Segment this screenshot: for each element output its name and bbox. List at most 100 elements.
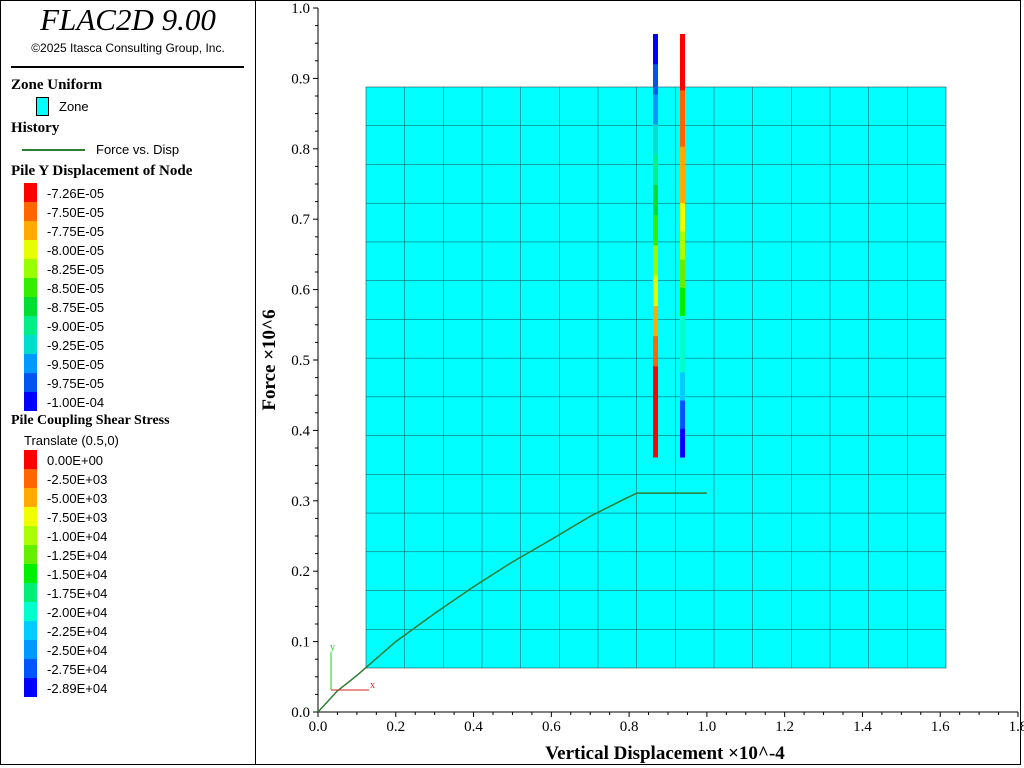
pile-segment: [653, 396, 658, 428]
colorscale-swatch: [24, 621, 37, 640]
x-tick-label: 1.6: [931, 719, 950, 735]
pile-segment: [653, 305, 658, 337]
pile-segment: [680, 400, 685, 430]
pile-segment: [653, 275, 658, 307]
colorscale-label: -7.50E+03: [47, 510, 108, 525]
pile-segment: [653, 245, 658, 277]
pile-segment: [653, 336, 658, 367]
y-axis-label: Force ×10^6: [259, 309, 280, 410]
colorscale-label: -9.00E-05: [47, 319, 105, 334]
pile-segment: [653, 426, 658, 458]
colorscale-swatch: [24, 564, 37, 583]
pile-segment: [653, 34, 658, 65]
x-tick-label: 0.2: [386, 719, 405, 735]
axis-triad: y x: [330, 642, 375, 691]
colorscale-label: -8.00E-05: [47, 243, 105, 258]
pile-segment: [680, 90, 685, 120]
colorscale-swatch: [24, 602, 37, 621]
colorscale-label: -2.25E+04: [47, 624, 108, 639]
y-tick-label: 1.0: [291, 1, 310, 17]
y-tick-label: 0.9: [291, 71, 310, 87]
pile-segment: [680, 344, 685, 373]
pile-segment: [653, 215, 658, 246]
copyright: ©2025 Itasca Consulting Group, Inc.: [31, 41, 225, 55]
colorscale-label: -7.26E-05: [47, 186, 105, 201]
history-item-label: Force vs. Disp: [96, 142, 180, 157]
colorscale-swatch: [24, 545, 37, 564]
app-title: FLAC2D 9.00: [40, 2, 216, 37]
history-series: [317, 492, 707, 713]
colorscale-label: -2.89E+04: [47, 681, 108, 696]
colorscale-swatch: [24, 392, 37, 411]
colorscale-swatch: [24, 469, 37, 488]
colorscale-swatch: [24, 297, 37, 316]
pile-segment: [680, 316, 685, 345]
pile-segment: [653, 366, 658, 398]
pile-segment: [680, 287, 685, 317]
colorscale-swatch: [24, 678, 37, 697]
y-tick-label: 0.2: [291, 564, 310, 580]
pile-segment: [680, 62, 685, 91]
colorscale-label: -7.75E-05: [47, 224, 105, 239]
colorscale-label: -7.50E-05: [47, 205, 105, 220]
y-tick-label: 0.0: [291, 705, 310, 721]
history-line-swatch: [22, 149, 85, 151]
colorscale-swatch: [24, 583, 37, 602]
x-tick-label: 0.8: [620, 719, 639, 735]
x-tick-label: 0.6: [542, 719, 561, 735]
y-tick-label: 0.5: [291, 353, 310, 369]
colorscale-swatch: [24, 659, 37, 678]
colorscale-swatch: [24, 507, 37, 526]
colorscale-label: -5.00E+03: [47, 491, 108, 506]
zone-header: Zone Uniform: [11, 77, 103, 93]
pile-segment: [680, 231, 685, 261]
pile-segment: [680, 259, 685, 289]
triad-x-label: x: [370, 680, 375, 691]
colorscale-swatch: [24, 221, 37, 240]
x-tick-label: 1.0: [698, 719, 717, 735]
x-tick-label: 1.2: [775, 719, 794, 735]
zone-swatch: [36, 97, 49, 116]
series-line-force-vs-disp: [317, 492, 707, 713]
x-tick-label: 1.4: [853, 719, 872, 735]
pile-segment: [680, 146, 685, 176]
legend-panel: FLAC2D 9.00 ©2025 Itasca Consulting Grou…: [0, 0, 256, 765]
y-tick-label: 0.1: [291, 635, 310, 651]
triad-y-label: y: [330, 642, 335, 653]
colorscale-swatch: [24, 335, 37, 354]
colorscale-label: -8.25E-05: [47, 262, 105, 277]
zone-item-label: Zone: [59, 99, 89, 114]
colorscale-label: -1.50E+04: [47, 567, 108, 582]
y-tick-label: 0.3: [291, 494, 310, 510]
x-tick-label: 0.0: [309, 719, 328, 735]
colorscale-swatch: [24, 259, 37, 278]
x-tick-label: 1.8: [1009, 719, 1024, 735]
colorscale-label: -2.75E+04: [47, 662, 108, 677]
colorscale-swatch: [24, 373, 37, 392]
pile-segment: [680, 34, 685, 63]
colorscale-label: 0.00E+00: [47, 453, 104, 468]
pile-disp-header: Pile Y Displacement of Node: [11, 163, 193, 179]
pile-segment: [680, 203, 685, 232]
pile-segment: [680, 175, 685, 204]
pile-segment: [680, 428, 685, 458]
colorscale-label: -1.25E+04: [47, 548, 108, 563]
legend-divider: [11, 66, 244, 68]
colorscale-label: -2.50E+04: [47, 643, 108, 658]
y-tick-label: 0.7: [291, 212, 310, 228]
colorscale-swatch: [24, 240, 37, 259]
pile-segment: [653, 154, 658, 186]
colorscale-swatch: [24, 202, 37, 221]
colorscale-swatch: [24, 488, 37, 507]
pile-segment: [680, 372, 685, 402]
colorscale-label: -1.00E-04: [47, 395, 105, 410]
colorscale-swatch: [24, 278, 37, 297]
colorscale-label: -1.75E+04: [47, 586, 108, 601]
y-tick-label: 0.4: [291, 423, 310, 439]
colorscale-label: -9.50E-05: [47, 357, 105, 372]
colorscale-swatch: [24, 526, 37, 545]
history-header: History: [11, 120, 60, 136]
colorscale-swatch: [24, 450, 37, 469]
